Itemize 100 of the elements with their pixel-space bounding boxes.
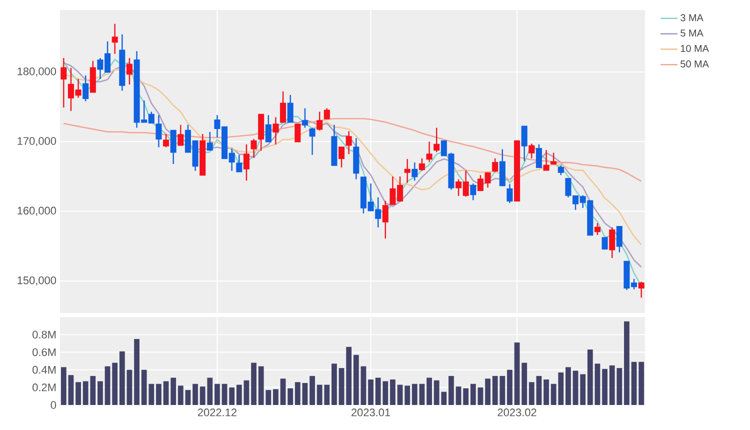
candlestick (316, 111, 323, 132)
bar (566, 367, 571, 405)
candlestick (170, 130, 176, 165)
candlestick (163, 133, 170, 148)
candlestick (558, 164, 564, 176)
bar (360, 366, 366, 405)
bar (338, 368, 344, 405)
candlestick (434, 127, 440, 153)
candlestick (338, 146, 345, 168)
bar (353, 354, 359, 405)
bar (68, 375, 74, 405)
bar (332, 364, 337, 405)
bar (214, 384, 220, 405)
candlestick (280, 90, 286, 123)
candlestick (60, 57, 67, 108)
bar (126, 370, 132, 405)
y-tick-label: 0.4M (32, 366, 56, 374)
legend-label: 50 MA (680, 60, 709, 68)
y-tick-label: 170,000 (18, 137, 56, 146)
y-tick-label: 0.2M (32, 384, 56, 392)
x-tick-label: 2023.02 (498, 408, 536, 416)
bar (514, 342, 520, 405)
bar (222, 384, 228, 405)
bar (536, 376, 542, 405)
bar (310, 376, 315, 405)
legend-label: 5 MA (680, 30, 704, 37)
bar (244, 380, 250, 405)
candlestick (265, 114, 272, 142)
bar (507, 370, 512, 405)
bar (587, 350, 593, 405)
bar (273, 389, 278, 405)
candlestick (382, 200, 388, 240)
bar (528, 382, 534, 405)
y-tick-label: 160,000 (18, 206, 56, 216)
candlestick (112, 23, 118, 54)
bar (156, 384, 162, 405)
candlestick (492, 158, 498, 173)
bar (419, 384, 425, 405)
y-tick-label: 0.8M (32, 330, 56, 338)
candlestick (521, 126, 528, 162)
bar (251, 362, 256, 405)
candlestick (82, 74, 89, 102)
candlestick (324, 108, 330, 120)
candlestick (287, 94, 294, 123)
candlestick (536, 144, 542, 168)
bar (426, 378, 432, 405)
bar (368, 379, 374, 405)
bar (170, 378, 176, 405)
bar (638, 362, 644, 405)
candlestick (426, 141, 432, 162)
candlestick (499, 148, 506, 187)
bar (112, 362, 118, 405)
bar (119, 351, 125, 405)
bar (602, 368, 608, 405)
candlestick (200, 133, 206, 176)
bar (229, 387, 235, 405)
y-tick-label: 150,000 (18, 276, 56, 286)
candlestick (404, 158, 410, 184)
bar (288, 388, 294, 405)
candlestick (236, 154, 242, 172)
bar (104, 366, 110, 405)
candlestick (353, 138, 360, 180)
bar (448, 376, 454, 405)
candlestick (418, 158, 425, 172)
legend-label: 3 MA (680, 14, 704, 22)
x-tick-label: 2023.01 (352, 408, 390, 416)
candlestick (258, 114, 264, 152)
bar (98, 381, 103, 405)
bar (580, 374, 586, 405)
bar (185, 390, 191, 405)
candlestick (243, 144, 250, 182)
bar (463, 388, 469, 405)
bar (631, 362, 637, 405)
bar (404, 386, 410, 405)
candlestick (543, 149, 550, 171)
candlestick (470, 182, 476, 201)
y-tick-label: 180,000 (18, 67, 56, 77)
y-tick-label: 0.6M (32, 348, 56, 356)
candlestick (609, 226, 616, 259)
candlestick (616, 226, 622, 253)
x-tick-label: 2022.12 (198, 408, 236, 416)
bar (134, 339, 140, 405)
bar (478, 387, 484, 405)
candlestick (528, 143, 535, 159)
bar (236, 384, 242, 405)
candlestick (594, 222, 600, 236)
candlestick (309, 127, 316, 156)
bar (397, 384, 403, 405)
bar (544, 379, 549, 405)
candlestick (346, 130, 352, 155)
candlestick (514, 140, 520, 202)
bar (572, 370, 578, 405)
candlestick (250, 138, 257, 158)
bar (470, 384, 476, 405)
legend-label: 10 MA (680, 44, 709, 52)
bar (624, 321, 630, 405)
bar (346, 346, 352, 405)
candlestick (178, 124, 184, 146)
candlestick (294, 124, 301, 142)
bar (178, 386, 184, 405)
